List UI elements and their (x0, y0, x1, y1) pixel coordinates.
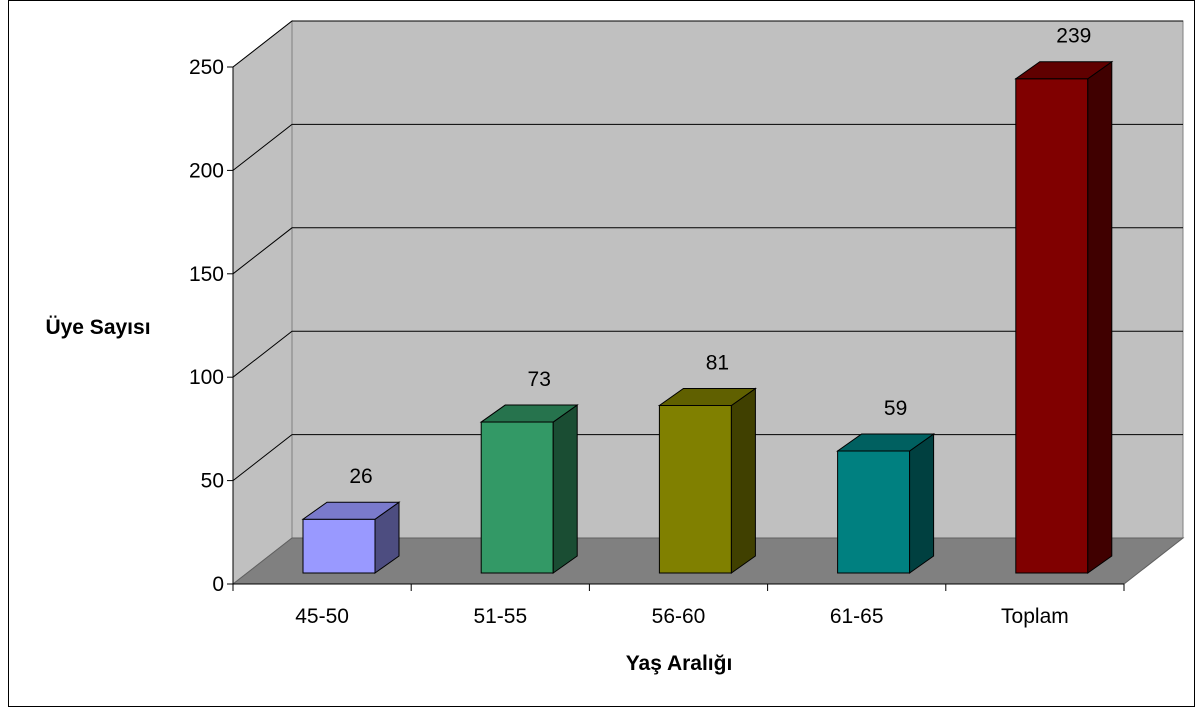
y-tick-label: 150 (189, 263, 224, 286)
bar-side (730, 387, 756, 574)
bar-top (301, 501, 401, 520)
bar-front (658, 404, 732, 574)
bars (301, 60, 1114, 574)
y-tick-label: 250 (189, 56, 224, 79)
gridline-200 (232, 123, 1183, 171)
bar-side (909, 433, 935, 574)
bar-front (1015, 78, 1089, 574)
side-wall (232, 19, 293, 586)
axes: 0 50 100 150 200 250 45-50 51-55 56-60 61-65 Topla… (189, 56, 1125, 628)
bar-side (1087, 60, 1113, 574)
x-axis-title: Yaş Aralığı (626, 652, 733, 675)
bar-top (479, 404, 579, 423)
data-label: 73 (528, 368, 551, 391)
y-tick-label: 200 (189, 159, 224, 182)
bar-front (837, 450, 911, 574)
gridline-100 (232, 330, 1183, 378)
bar-top (836, 433, 936, 452)
x-tick-label: Toplam (1001, 605, 1069, 628)
labels: 26 73 81 59 239 (349, 25, 1091, 488)
y-tick-label: 50 (201, 470, 224, 493)
bar-top (1014, 61, 1114, 80)
x-tick-label: 51-55 (473, 605, 527, 628)
x-tick-label: 45-50 (295, 605, 349, 628)
data-label: 59 (884, 397, 907, 420)
gridline-150 (232, 227, 1183, 275)
data-label: 26 (349, 465, 372, 488)
bar-front (302, 518, 376, 574)
y-tick-label: 0 (212, 573, 224, 596)
x-tick-label: 61-65 (830, 605, 884, 628)
bar-side (552, 404, 578, 574)
data-label: 239 (1056, 25, 1091, 48)
gridline-250 (232, 20, 1183, 68)
y-axis-title: Üye Sayısı (45, 316, 150, 339)
data-label: 81 (706, 351, 729, 374)
x-tick-label: 56-60 (652, 605, 706, 628)
y-tick-label: 100 (189, 366, 224, 389)
bar-top (657, 387, 757, 406)
bar-front (480, 421, 554, 574)
